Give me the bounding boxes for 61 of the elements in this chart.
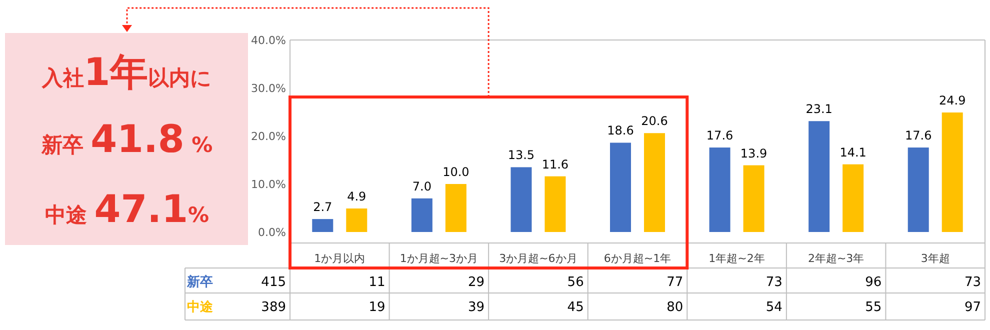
bar (411, 198, 432, 232)
bar (908, 148, 929, 232)
text: 新卒 41.8 % (40, 117, 213, 161)
data-label: 24.9 (939, 93, 966, 108)
bar (644, 133, 665, 232)
text: 73 (766, 275, 782, 290)
bar (743, 165, 764, 232)
x-tick-label: 1か月超~3か月 (400, 252, 478, 265)
data-label: 11.6 (542, 157, 569, 172)
text: 77 (666, 275, 684, 290)
bar (610, 142, 631, 232)
text: 45 (567, 300, 584, 315)
y-tick-label: 0.0% (258, 226, 286, 239)
data-label: 14.1 (840, 145, 866, 160)
x-tick-label: 1か月以内 (314, 252, 366, 265)
text: 39 (468, 300, 485, 315)
text: 415 (261, 275, 286, 290)
y-tick-label: 20.0% (251, 130, 286, 143)
text: 55 (865, 300, 882, 315)
x-tick-label: 1年超~2年 (708, 252, 765, 265)
y-tick-label: 10.0% (251, 178, 286, 191)
text: 19 (368, 300, 386, 315)
data-label: 2.7 (313, 200, 332, 214)
bar (510, 167, 532, 232)
data-label: 23.1 (806, 102, 832, 116)
x-tick-label: 6か月超~1年 (604, 252, 672, 265)
bar (346, 208, 368, 232)
data-label: 4.9 (347, 189, 366, 204)
text: 96 (865, 275, 882, 290)
bar (709, 148, 730, 232)
data-label: 18.6 (607, 124, 634, 138)
text: 56 (567, 275, 584, 290)
y-tick-label: 30.0% (251, 82, 286, 95)
x-tick-label: 3年超 (920, 252, 950, 265)
data-label: 7.0 (412, 179, 432, 194)
text: 389 (261, 300, 286, 315)
text: 80 (666, 300, 684, 315)
text: 中途 47.1% (44, 187, 210, 231)
text: 73 (964, 275, 981, 290)
data-label: 10.0 (442, 165, 470, 179)
x-tick-label: 2年超~3年 (808, 252, 864, 265)
data-label: 17.6 (905, 128, 932, 143)
data-label: 17.6 (706, 128, 734, 143)
bar (544, 176, 566, 232)
y-tick-label: 40.0% (251, 34, 286, 47)
text: 中途 (187, 300, 214, 315)
text: 54 (766, 300, 782, 315)
text: 11 (368, 275, 386, 290)
bar (312, 219, 334, 232)
bar (942, 112, 963, 232)
text: 新卒 (186, 274, 213, 290)
bar (842, 164, 864, 232)
x-tick-label: 3か月超~6か月 (499, 252, 578, 265)
bar (445, 184, 466, 232)
bar (808, 121, 830, 232)
text: 入社1年以内に (40, 50, 212, 94)
text: 97 (964, 300, 981, 315)
data-label: 20.6 (641, 114, 668, 128)
data-label: 13.9 (740, 146, 768, 160)
text: 29 (468, 275, 485, 290)
data-label: 13.5 (508, 148, 535, 162)
